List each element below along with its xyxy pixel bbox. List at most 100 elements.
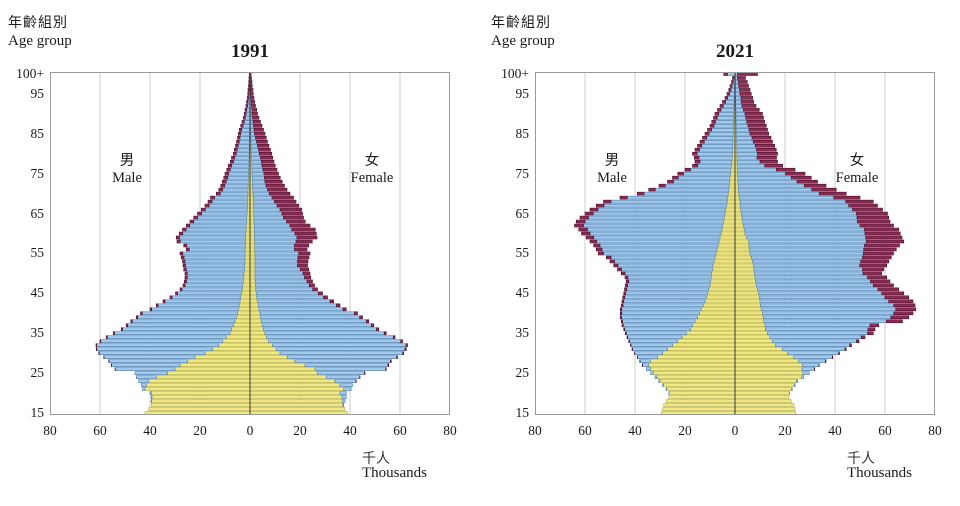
bar-segment [736, 159, 761, 164]
bar-segment [592, 211, 726, 216]
bar-segment [183, 267, 187, 272]
y-tick-label: 55 [30, 245, 45, 261]
bar-segment [811, 187, 837, 192]
bar-segment [734, 187, 739, 192]
bar-segment [575, 219, 586, 224]
bar-segment [177, 291, 242, 296]
bar-segment [232, 151, 237, 156]
y-tick-label: 15 [515, 405, 530, 420]
bar-segment [249, 391, 341, 395]
x-tick-label: 60 [878, 423, 892, 438]
bar-segment [184, 259, 246, 264]
bar-segment [274, 199, 297, 204]
bar-segment [734, 76, 738, 80]
bar-segment [649, 359, 736, 363]
bar-segment [244, 116, 251, 120]
bar-segment [734, 191, 740, 196]
bar-segment [729, 92, 735, 96]
bar-segment [613, 263, 619, 268]
bar-segment [251, 104, 256, 108]
bar-segment [254, 231, 296, 236]
bar-segment [736, 147, 757, 152]
bar-segment [739, 203, 850, 208]
bar-segment [648, 187, 656, 192]
bar-segment [753, 263, 861, 268]
bar-segment [625, 331, 687, 336]
bar-segment [734, 311, 763, 316]
bar-segment [658, 379, 661, 383]
bar-segment [772, 339, 857, 344]
bar-segment [246, 100, 249, 104]
bar-segment [114, 331, 231, 336]
bar-segment [289, 223, 311, 228]
bar-segment [726, 203, 736, 208]
bar-segment [605, 255, 612, 260]
bar-segment [619, 311, 623, 316]
bar-segment [182, 227, 187, 232]
bar-segment [234, 319, 251, 324]
bar-segment [723, 219, 736, 224]
bar-segment [703, 140, 734, 144]
bar-segment [252, 195, 273, 200]
bar-segment [765, 327, 869, 332]
bar-segment [735, 88, 740, 92]
bar-segment [730, 88, 735, 92]
bar-segment [387, 363, 390, 367]
bar-segment [796, 379, 799, 383]
bar-segment [150, 391, 251, 395]
bar-segment [233, 323, 251, 328]
bar-segment [162, 299, 166, 304]
bar-segment [610, 255, 716, 260]
bar-segment [264, 331, 385, 336]
bar-segment [376, 327, 380, 332]
bar-segment [258, 307, 344, 312]
bar-segment [737, 175, 792, 180]
bar-segment [99, 339, 102, 344]
bar-segment [681, 335, 736, 340]
bar-segment [140, 383, 147, 387]
bar-segment [224, 171, 230, 176]
x-tick-label: 80 [928, 423, 942, 438]
bar-segment [862, 255, 892, 260]
y-tick-label: 95 [515, 85, 530, 101]
bar-segment [718, 112, 735, 116]
bar-segment [250, 96, 255, 100]
bar-segment [145, 383, 251, 387]
bar-segment [231, 327, 251, 332]
bar-segment [852, 207, 883, 212]
bar-segment [254, 239, 297, 244]
bar-segment [716, 247, 736, 252]
bar-segment [666, 387, 736, 391]
bar-segment [855, 211, 888, 216]
bar-segment [636, 191, 645, 196]
bar-segment [727, 191, 736, 196]
bar-segment [268, 339, 402, 344]
bar-segment [151, 307, 239, 312]
bar-segment [734, 367, 803, 371]
bar-segment [734, 363, 803, 367]
bar-segment [244, 251, 251, 256]
x-tick-label: 60 [93, 423, 107, 438]
bar-segment [693, 155, 700, 160]
bar-segment [186, 275, 245, 280]
bar-segment [610, 199, 728, 204]
bar-segment [250, 116, 253, 120]
bar-segment [137, 315, 237, 320]
bar-segment [238, 128, 243, 132]
bar-segment [275, 347, 406, 351]
bar-segment [186, 243, 246, 248]
bar-segment [260, 319, 367, 324]
bar-segment [298, 251, 311, 256]
bar-segment [231, 163, 250, 168]
bar-segment [793, 355, 833, 359]
bar-segment [96, 343, 220, 347]
bar-segment [704, 132, 710, 136]
y-tick-label: 45 [30, 285, 45, 301]
bar-segment [249, 399, 343, 403]
bar-segment [734, 219, 744, 224]
bar-segment [249, 227, 255, 232]
bar-segment [114, 367, 176, 371]
bar-segment [650, 371, 654, 375]
bar-segment [266, 335, 394, 340]
bar-segment [713, 124, 734, 128]
